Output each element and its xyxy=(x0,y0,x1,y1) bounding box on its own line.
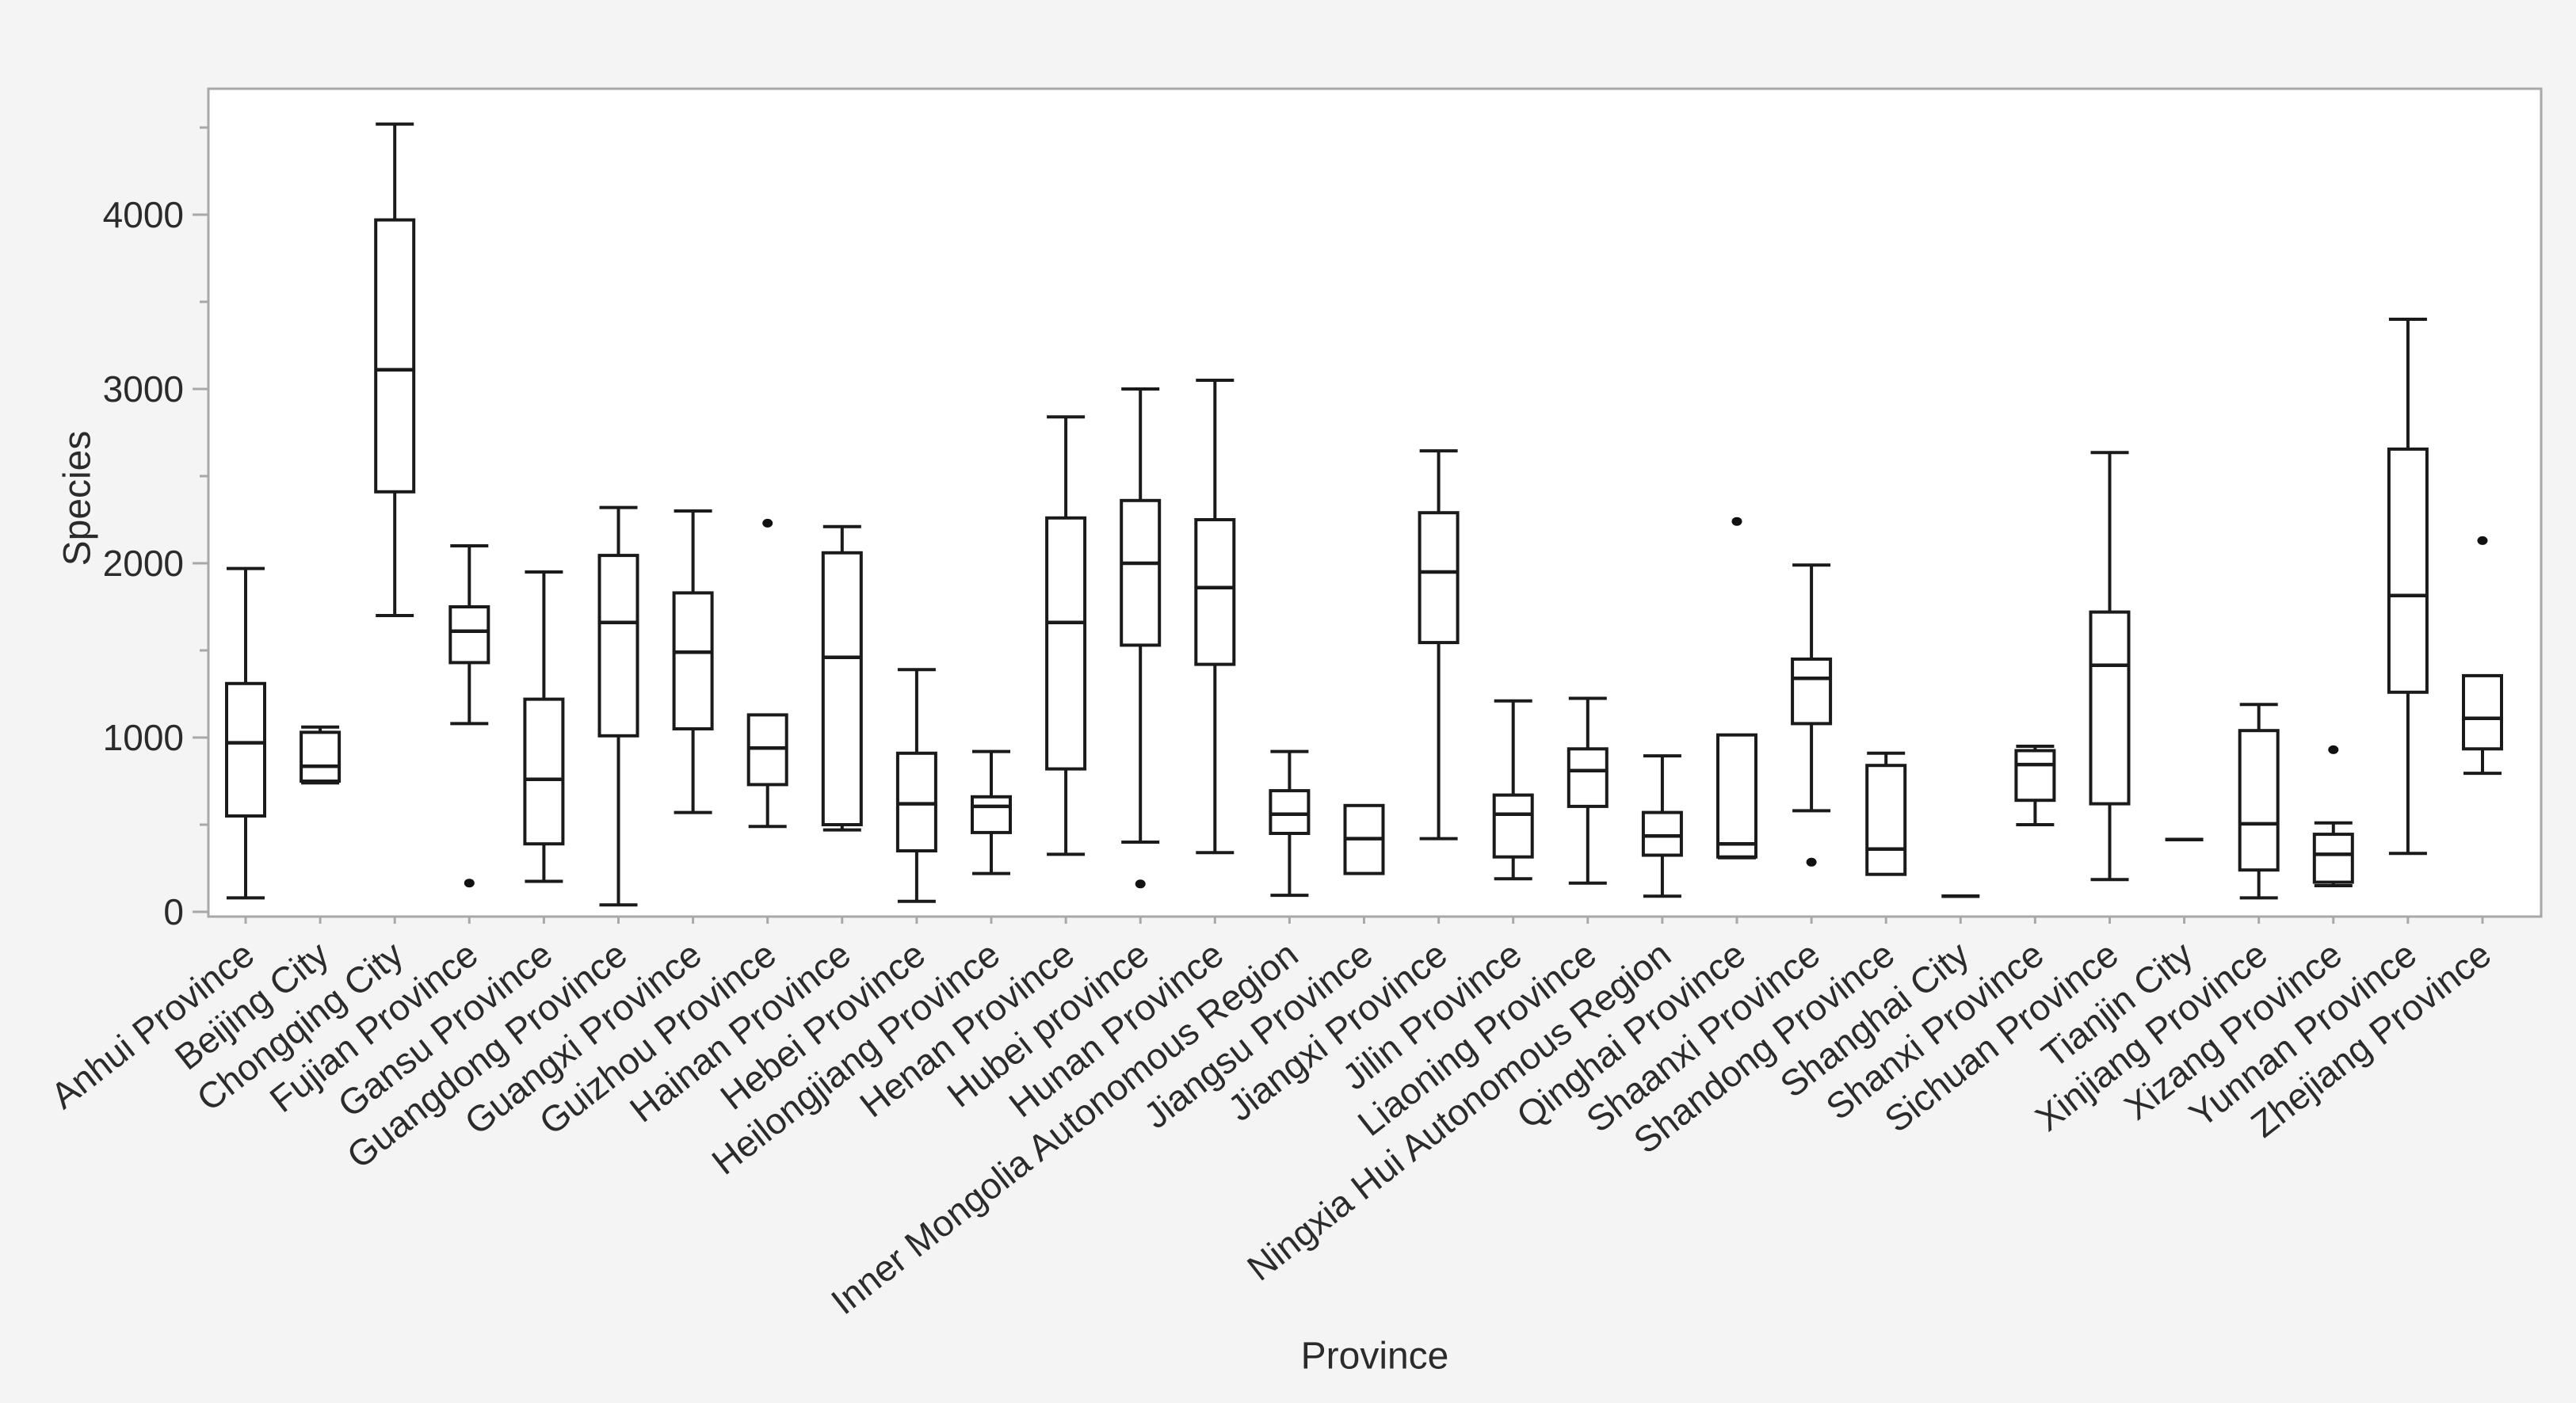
iqr-box xyxy=(672,591,714,731)
y-tick-label: 1000 xyxy=(103,717,184,758)
box-hainan-province xyxy=(821,524,863,832)
box-hunan-province xyxy=(1194,379,1236,855)
y-tick-label: 4000 xyxy=(103,194,184,235)
iqr-box xyxy=(1194,518,1236,666)
box-shaanxi-province xyxy=(1791,563,1833,867)
iqr-box xyxy=(1418,511,1460,645)
iqr-box xyxy=(1492,793,1534,859)
box-guizhou-province xyxy=(746,518,788,829)
box-chongqing-city xyxy=(374,122,416,617)
iqr-box xyxy=(971,795,1012,834)
outlier-dot xyxy=(2328,745,2339,754)
iqr-box xyxy=(448,605,490,665)
iqr-box xyxy=(2312,833,2354,884)
iqr-box xyxy=(225,681,266,818)
outlier-dot xyxy=(1806,857,1817,867)
x-axis-title: Province xyxy=(1300,1335,1449,1378)
box-qinghai-province xyxy=(1716,517,1757,860)
box-zhejiang-province xyxy=(2462,536,2503,776)
iqr-box xyxy=(300,730,342,783)
iqr-box xyxy=(1865,764,1907,876)
iqr-box xyxy=(1045,516,1087,771)
iqr-box xyxy=(1641,810,1683,857)
box-beijing-city xyxy=(300,725,342,785)
box-inner-mongolia-autonomous-region xyxy=(1269,749,1311,898)
box-liaoning-province xyxy=(1567,696,1609,885)
box-jiangsu-province xyxy=(1343,803,1385,875)
box-anhui-province xyxy=(225,566,266,900)
box-heilongjiang-province xyxy=(971,749,1012,875)
iqr-box xyxy=(1120,498,1162,647)
y-tick-label: 3000 xyxy=(103,368,184,410)
box-guangxi-province xyxy=(672,509,714,814)
box-yunnan-province xyxy=(2387,318,2429,856)
box-hubei-province xyxy=(1120,387,1162,889)
box-fujian-province xyxy=(448,544,490,888)
iqr-box xyxy=(2089,610,2131,806)
plot-frame xyxy=(207,87,2543,918)
y-axis-title: Species xyxy=(56,430,99,566)
y-tick-label: 2000 xyxy=(103,543,184,584)
y-tick-label: 0 xyxy=(163,891,184,932)
box-hebei-province xyxy=(895,668,937,903)
iqr-box xyxy=(2462,673,2503,751)
iqr-box xyxy=(821,551,863,826)
box-shanxi-province xyxy=(2014,745,2056,826)
iqr-box xyxy=(2014,749,2056,803)
outlier-dot xyxy=(1731,517,1742,526)
box-ningxia-hui-autonomous-region xyxy=(1641,754,1683,898)
outlier-dot xyxy=(762,518,773,528)
outlier-dot xyxy=(464,879,475,888)
iqr-box xyxy=(1567,747,1609,808)
iqr-box xyxy=(1791,658,1833,726)
box-henan-province xyxy=(1045,415,1087,856)
iqr-box xyxy=(374,218,416,494)
box-jiangxi-province xyxy=(1418,449,1460,841)
box-xizang-province xyxy=(2312,745,2354,887)
iqr-box xyxy=(1269,789,1311,835)
box-xinjiang-province xyxy=(2238,703,2280,900)
iqr-box xyxy=(1716,733,1757,859)
box-gansu-province xyxy=(523,570,565,883)
box-shandong-province xyxy=(1865,751,1907,876)
box-guangdong-province xyxy=(597,505,639,907)
iqr-box xyxy=(523,697,565,846)
outlier-dot xyxy=(1135,879,1146,889)
iqr-box xyxy=(2387,447,2429,694)
iqr-box xyxy=(2238,729,2280,872)
outlier-dot xyxy=(2477,536,2488,545)
iqr-box xyxy=(597,554,639,738)
box-jilin-province xyxy=(1492,699,1534,881)
box-sichuan-province xyxy=(2089,451,2131,882)
